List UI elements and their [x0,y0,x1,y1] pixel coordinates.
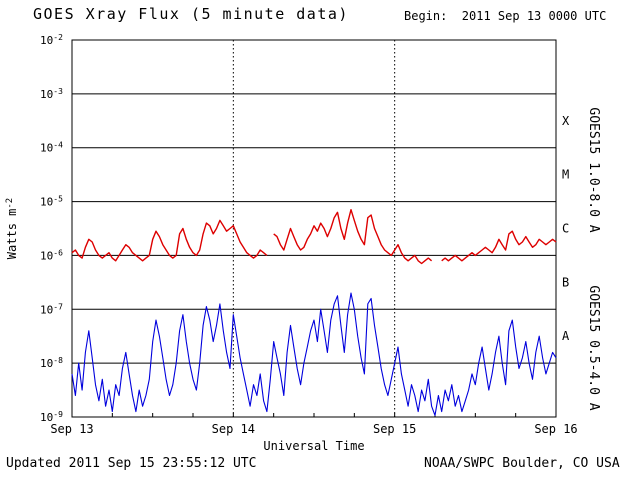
x-tick-label: Sep 15 [373,422,416,436]
x-tick-label: Sep 13 [50,422,93,436]
annotation-layer: X M C B A GOES15 1.0-8.0 A GOES15 0.5-4.0 A [562,107,601,410]
y-tick-label: 10-9 [40,410,63,424]
y-tick-label: 10-7 [40,302,63,316]
y-axis-title: Watts m-2 [5,198,19,259]
grid-layer [71,39,557,418]
series-label-short: GOES15 0.5-4.0 A [586,285,601,410]
flare-class-label: M [562,168,569,182]
credit-label: NOAA/SWPC Boulder, CO USA [424,456,620,471]
x-axis-title: Universal Time [263,439,364,453]
y-tick-label: 10-3 [40,87,63,101]
updated-timestamp-label: Updated 2011 Sep 15 23:55:12 UTC [6,456,257,471]
series-path-short [71,292,557,416]
flare-class-label: X [562,114,570,128]
series-layer [71,209,557,416]
flare-class-label: C [562,222,569,236]
chart-title: GOES Xray Flux (5 minute data) [33,5,349,23]
series-path-long [71,209,557,265]
flare-class-label: B [562,275,569,289]
begin-time-label: Begin: 2011 Sep 13 0000 UTC [404,9,607,23]
y-tick-label: 10-6 [40,248,63,262]
series-label-long: GOES15 1.0-8.0 A [586,107,601,232]
x-tick-label: Sep 14 [212,422,255,436]
y-tick-label: 10-8 [40,356,63,370]
y-tick-label: 10-5 [40,195,63,209]
y-tick-label: 10-4 [40,141,63,155]
flare-class-label: A [562,329,570,343]
plot-border [71,39,557,418]
y-tick-label: 10-2 [40,33,63,47]
x-tick-label: Sep 16 [534,422,577,436]
